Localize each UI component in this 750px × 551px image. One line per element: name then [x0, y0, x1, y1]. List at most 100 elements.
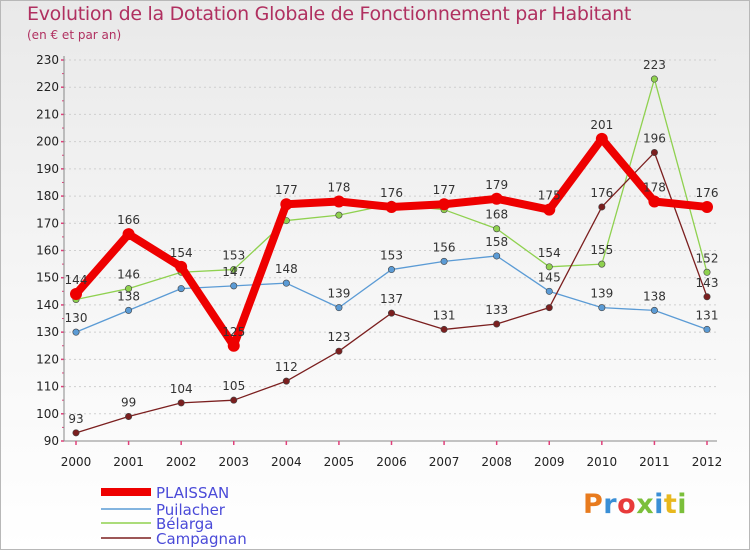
data-label: 139	[327, 287, 350, 301]
data-label: 143	[696, 276, 719, 290]
data-label: 153	[222, 249, 245, 263]
data-label: 176	[590, 186, 613, 200]
x-tick-label: 2006	[376, 455, 407, 469]
logo-letter: o	[617, 489, 637, 520]
y-tick-label: 180	[36, 189, 59, 203]
data-label: 125	[222, 325, 245, 339]
data-point	[125, 285, 133, 293]
data-label: 166	[117, 213, 140, 227]
data-label: 137	[380, 292, 403, 306]
data-label: 155	[590, 243, 613, 257]
data-point	[650, 306, 658, 314]
data-label: 148	[275, 262, 298, 276]
data-label: 147	[222, 265, 245, 279]
logo-letter: t	[663, 489, 678, 520]
data-label: 131	[696, 308, 719, 322]
data-label: 99	[121, 396, 136, 410]
data-label: 138	[117, 289, 140, 303]
data-label: 179	[485, 178, 508, 192]
data-point	[598, 304, 606, 312]
data-point	[703, 325, 711, 333]
data-label: 154	[170, 246, 193, 260]
x-tick-label: 2005	[324, 455, 355, 469]
x-tick-label: 2001	[113, 455, 144, 469]
data-label: 93	[68, 412, 83, 426]
data-label: 154	[538, 246, 561, 260]
y-tick-label: 90	[44, 434, 59, 448]
data-label: 123	[327, 330, 350, 344]
logo-letter: i	[654, 489, 664, 520]
proxiti-logo: Proxiti	[583, 489, 687, 520]
data-point	[493, 252, 501, 260]
data-point	[385, 200, 398, 213]
data-point	[335, 211, 343, 219]
data-label: 144	[65, 273, 88, 287]
y-tick-label: 170	[36, 216, 59, 230]
data-point	[701, 200, 713, 213]
data-point	[703, 293, 711, 301]
data-label: 152	[696, 251, 719, 265]
x-tick-label: 2002	[166, 455, 197, 469]
data-label: 146	[117, 268, 140, 282]
x-tick-label: 2004	[271, 455, 302, 469]
data-point	[648, 195, 661, 208]
logo-letter: P	[583, 489, 604, 520]
x-tick-label: 2009	[534, 455, 565, 469]
data-point	[387, 309, 395, 317]
data-point	[230, 396, 238, 404]
data-label: 158	[485, 235, 508, 249]
y-tick-label: 230	[36, 53, 59, 67]
data-point	[177, 285, 185, 293]
y-tick-label: 140	[36, 298, 59, 312]
data-label: 223	[643, 58, 666, 72]
data-label: 178	[643, 181, 666, 195]
y-tick-label: 220	[36, 80, 59, 94]
y-tick-label: 120	[36, 352, 59, 366]
data-point	[125, 413, 133, 421]
data-label: 156	[433, 240, 456, 254]
y-tick-label: 160	[36, 244, 59, 258]
data-point	[598, 260, 606, 268]
data-point	[703, 268, 711, 276]
logo-letter: i	[677, 489, 688, 520]
data-label: 177	[275, 183, 298, 197]
x-tick-label: 2003	[218, 455, 249, 469]
data-point	[125, 306, 133, 314]
data-point	[440, 325, 448, 333]
data-point	[230, 282, 238, 290]
data-point	[440, 257, 448, 265]
data-point	[387, 266, 395, 274]
x-tick-label: 2007	[429, 455, 460, 469]
chart-title: Evolution de la Dotation Globale de Fonc…	[27, 3, 632, 25]
x-tick-label: 2012	[692, 455, 723, 469]
data-label: 145	[538, 270, 561, 284]
data-point	[177, 399, 185, 407]
data-label: 168	[485, 208, 508, 222]
chart-subtitle: (en € et par an)	[27, 28, 122, 42]
data-point	[332, 195, 345, 208]
data-point	[230, 266, 238, 274]
data-label: 133	[485, 303, 508, 317]
data-point	[70, 288, 82, 301]
data-point	[282, 279, 290, 287]
x-tick-label: 2011	[639, 455, 670, 469]
data-label: 104	[170, 382, 193, 396]
x-tick-label: 2008	[481, 455, 512, 469]
data-point	[438, 198, 451, 211]
y-tick-label: 190	[36, 162, 59, 176]
data-label: 176	[380, 186, 403, 200]
data-point	[122, 228, 135, 241]
legend-label: Campagnan	[156, 530, 247, 548]
y-tick-label: 110	[36, 380, 59, 394]
y-tick-label: 210	[36, 107, 59, 121]
data-point	[282, 377, 290, 385]
data-label: 138	[643, 289, 666, 303]
data-label: 175	[538, 189, 561, 203]
y-tick-label: 100	[36, 407, 59, 421]
data-point	[335, 347, 343, 355]
data-point	[72, 429, 80, 437]
data-point	[175, 260, 188, 273]
data-label: 196	[643, 132, 666, 146]
data-point	[335, 304, 343, 312]
